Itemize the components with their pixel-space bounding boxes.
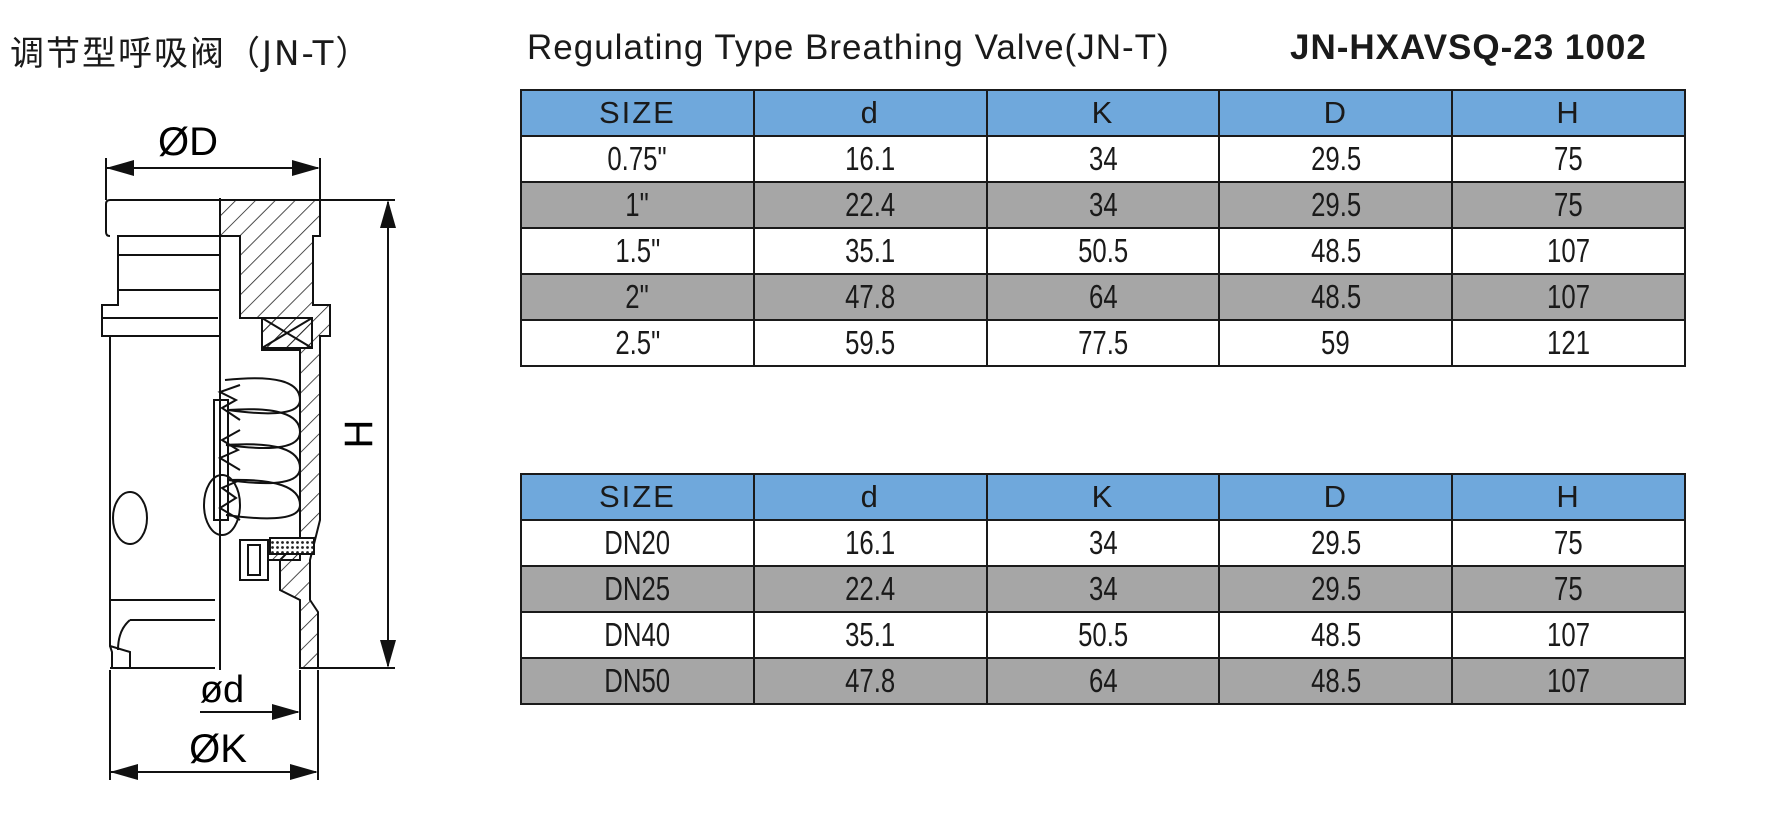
label-inner-d: ød [200, 669, 244, 711]
cell-D: 29.5 [1218, 135, 1454, 183]
table-header-row: SIZE d K D H [520, 89, 1686, 137]
header-D: D [1218, 89, 1454, 137]
valve-drawing: ØD H ød ØK [101, 120, 396, 780]
cell-d: 59.5 [752, 319, 988, 367]
cell-k: 64 [985, 273, 1221, 321]
cell-k: 77.5 [985, 319, 1221, 367]
cell-d: 35.1 [752, 611, 988, 659]
cell-D: 29.5 [1218, 565, 1454, 613]
table-row: 1" 22.4 34 29.5 75 [520, 181, 1686, 229]
spec-table-inch: SIZE d K D H 0.75" 16.1 34 29.5 75 1" 22… [520, 89, 1686, 367]
cell-h: 75 [1451, 565, 1686, 613]
cell-D: 48.5 [1218, 657, 1454, 705]
header-d: d [752, 89, 988, 137]
product-code: JN-HXAVSQ-23 1002 [1290, 28, 1647, 67]
title-chinese: 调节型呼吸阀（JN-T） [10, 34, 372, 74]
cell-k: 50.5 [985, 611, 1221, 659]
cell-size: 0.75" [520, 135, 755, 183]
cell-h: 107 [1451, 611, 1686, 659]
table-row: DN25 22.4 34 29.5 75 [520, 565, 1686, 613]
table-row: DN50 47.8 64 48.5 107 [520, 657, 1686, 705]
cell-h: 75 [1451, 181, 1686, 229]
table-row: 1.5" 35.1 50.5 48.5 107 [520, 227, 1686, 275]
cell-D: 29.5 [1218, 519, 1454, 567]
table-row: 2.5" 59.5 77.5 59 121 [520, 319, 1686, 367]
cell-d: 22.4 [752, 565, 988, 613]
cell-d: 47.8 [752, 657, 988, 705]
cell-D: 48.5 [1218, 273, 1454, 321]
header-D: D [1218, 473, 1454, 521]
cell-k: 34 [985, 565, 1221, 613]
cell-d: 16.1 [752, 135, 988, 183]
cell-size: DN40 [520, 611, 755, 659]
cell-k: 34 [985, 181, 1221, 229]
cell-size: DN50 [520, 657, 755, 705]
cell-k: 34 [985, 135, 1221, 183]
table-row: DN40 35.1 50.5 48.5 107 [520, 611, 1686, 659]
cell-size: 1.5" [520, 227, 755, 275]
cell-h: 121 [1451, 319, 1686, 367]
cell-d: 22.4 [752, 181, 988, 229]
cell-size: DN20 [520, 519, 755, 567]
label-diameter-K: ØK [189, 727, 247, 771]
spec-table-dn: SIZE d K D H DN20 16.1 34 29.5 75 DN25 2… [520, 473, 1686, 705]
cell-D: 48.5 [1218, 227, 1454, 275]
header-size: SIZE [520, 89, 755, 137]
title-english: Regulating Type Breathing Valve(JN-T) [527, 28, 1170, 67]
cell-D: 48.5 [1218, 611, 1454, 659]
cell-k: 64 [985, 657, 1221, 705]
cell-D: 59 [1218, 319, 1454, 367]
header-k: K [985, 89, 1221, 137]
cell-size: 2.5" [520, 319, 755, 367]
cell-h: 107 [1451, 657, 1686, 705]
cell-size: 1" [520, 181, 755, 229]
cell-h: 75 [1451, 135, 1686, 183]
label-diameter-D: ØD [158, 120, 218, 164]
cell-d: 16.1 [752, 519, 988, 567]
label-height-H: H [337, 420, 381, 449]
cell-k: 50.5 [985, 227, 1221, 275]
cell-h: 107 [1451, 273, 1686, 321]
table-row: 0.75" 16.1 34 29.5 75 [520, 135, 1686, 183]
cell-size: 2" [520, 273, 755, 321]
table-header-row: SIZE d K D H [520, 473, 1686, 521]
header-size: SIZE [520, 473, 755, 521]
header-h: H [1451, 473, 1686, 521]
cell-size: DN25 [520, 565, 755, 613]
table-row: DN20 16.1 34 29.5 75 [520, 519, 1686, 567]
cell-D: 29.5 [1218, 181, 1454, 229]
header-h: H [1451, 89, 1686, 137]
cell-k: 34 [985, 519, 1221, 567]
header-d: d [752, 473, 988, 521]
cell-h: 107 [1451, 227, 1686, 275]
table-row: 2" 47.8 64 48.5 107 [520, 273, 1686, 321]
cell-d: 35.1 [752, 227, 988, 275]
header-k: K [985, 473, 1221, 521]
cell-h: 75 [1451, 519, 1686, 567]
cell-d: 47.8 [752, 273, 988, 321]
